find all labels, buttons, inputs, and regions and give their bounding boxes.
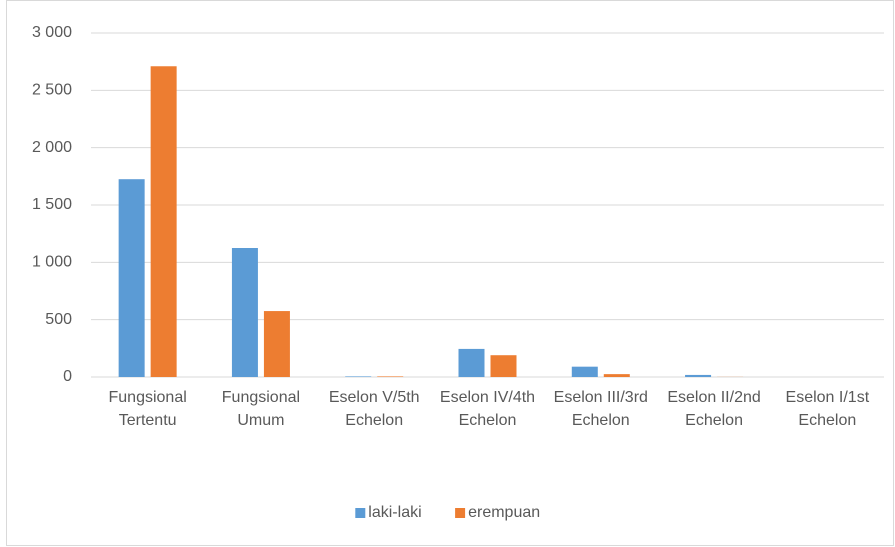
- y-tick-label: 500: [45, 311, 72, 328]
- y-tick-label: 2 000: [32, 139, 72, 156]
- y-tick-label: 1 500: [32, 196, 72, 213]
- bar: [685, 374, 712, 377]
- bar: [263, 311, 290, 377]
- x-tick-label: Fungsional Tertentu: [108, 389, 187, 429]
- bar: [118, 179, 145, 377]
- x-tick-label: Fungsional Umum: [221, 389, 301, 429]
- legend-swatch: [355, 508, 366, 518]
- y-tick-label: 1 000: [32, 254, 72, 271]
- bar: [345, 376, 372, 377]
- x-tick-label: Eselon III/3rd Echelon: [553, 389, 648, 429]
- x-tick-label: Eselon IV/4th Echelon: [439, 389, 536, 429]
- bar: [150, 66, 177, 378]
- legend-label: laki-laki: [368, 504, 421, 521]
- bar: [458, 348, 485, 377]
- y-tick-label: 2 500: [32, 82, 72, 99]
- y-tick-label: 3 000: [32, 24, 72, 41]
- x-tick-label: Eselon II/2nd Echelon: [667, 389, 761, 429]
- bar: [231, 248, 258, 377]
- bar: [490, 355, 517, 377]
- bar: [377, 376, 404, 377]
- bar: [571, 366, 598, 377]
- legend-label: erempuan: [468, 504, 540, 521]
- x-tick-label: Eselon I/1st Echelon: [785, 389, 870, 429]
- x-tick-label: Eselon V/5th Echelon: [328, 389, 420, 429]
- y-tick-label: 0: [63, 368, 72, 385]
- legend-swatch: [455, 508, 466, 518]
- bar: [603, 374, 630, 377]
